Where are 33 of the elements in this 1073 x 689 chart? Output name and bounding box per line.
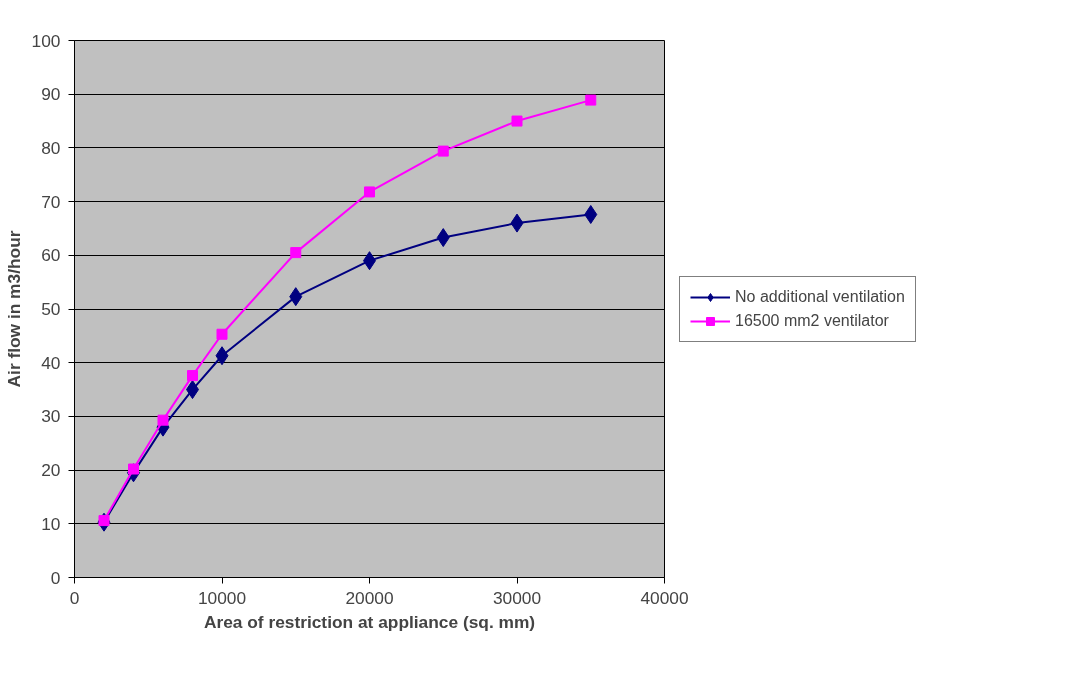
point [157,414,169,426]
point [585,94,597,106]
x-tick-label: 0 [69,587,80,608]
y-tick-label: 90 [41,84,61,105]
y-axis-title: Air flow in m3/hour [3,230,24,388]
point [215,346,229,366]
point [290,247,302,259]
legend-label: No additional ventilation [735,287,905,306]
x-tick-label: 10000 [197,587,247,608]
point [511,115,523,127]
y-tick-label: 80 [41,137,61,158]
x-tick-label: 20000 [345,587,394,608]
point [289,287,303,307]
y-tick-label: 50 [41,299,61,319]
y-tick-label: 40 [41,352,61,373]
point [510,213,524,233]
point [364,186,375,198]
point [584,204,598,224]
x-axis-title: Area of restriction at appliance (sq. mm) [203,611,536,632]
y-tick-label: 20 [41,460,61,481]
y-tick-label: 100 [31,30,61,51]
point [216,328,228,340]
y-tick-label: 0 [50,567,61,588]
point [436,228,450,248]
y-tick-label: 30 [41,406,61,427]
point [437,145,449,157]
y-tick-label: 10 [41,513,61,534]
point [187,370,198,382]
y-tick-label: 60 [41,245,61,266]
legend-label: 16500 mm2 ventilator [735,311,889,330]
x-tick-label: 40000 [640,587,689,608]
y-tick-label: 70 [41,191,61,212]
x-tick-label: 30000 [492,587,542,608]
